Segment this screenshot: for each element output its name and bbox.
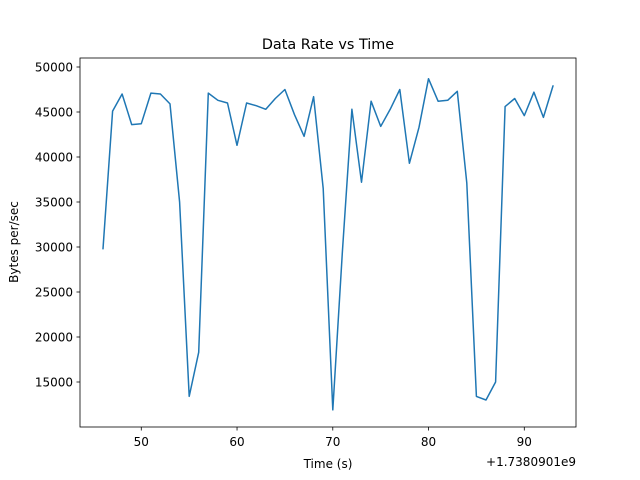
x-tick-label: 70 xyxy=(325,435,340,449)
series-line xyxy=(102,77,554,411)
y-tick-label: 50000 xyxy=(35,61,73,75)
x-tick-label: 80 xyxy=(421,435,436,449)
y-tick-label: 15000 xyxy=(35,376,73,390)
y-axis-label: Bytes per/sec xyxy=(7,201,21,283)
y-tick-label: 25000 xyxy=(35,286,73,300)
x-axis: 50 60 70 80 90 xyxy=(134,427,532,449)
x-tick-label: 60 xyxy=(229,435,244,449)
y-tick-label: 30000 xyxy=(35,241,73,255)
x-tick-label: 90 xyxy=(517,435,532,449)
y-tick-label: 20000 xyxy=(35,331,73,345)
chart-title: Data Rate vs Time xyxy=(262,37,394,53)
plot-area xyxy=(79,57,577,428)
x-axis-offset-label: +1.7380901e9 xyxy=(486,455,576,469)
plot-frame xyxy=(79,57,577,428)
y-axis: 15000 20000 25000 30000 35000 40000 45000 50000 xyxy=(35,61,80,390)
y-tick-label: 40000 xyxy=(35,151,73,165)
y-tick-label: 45000 xyxy=(35,106,73,120)
x-axis-label: Time (s) xyxy=(303,457,353,471)
y-tick-label: 35000 xyxy=(35,196,73,210)
x-tick-label: 50 xyxy=(134,435,149,449)
